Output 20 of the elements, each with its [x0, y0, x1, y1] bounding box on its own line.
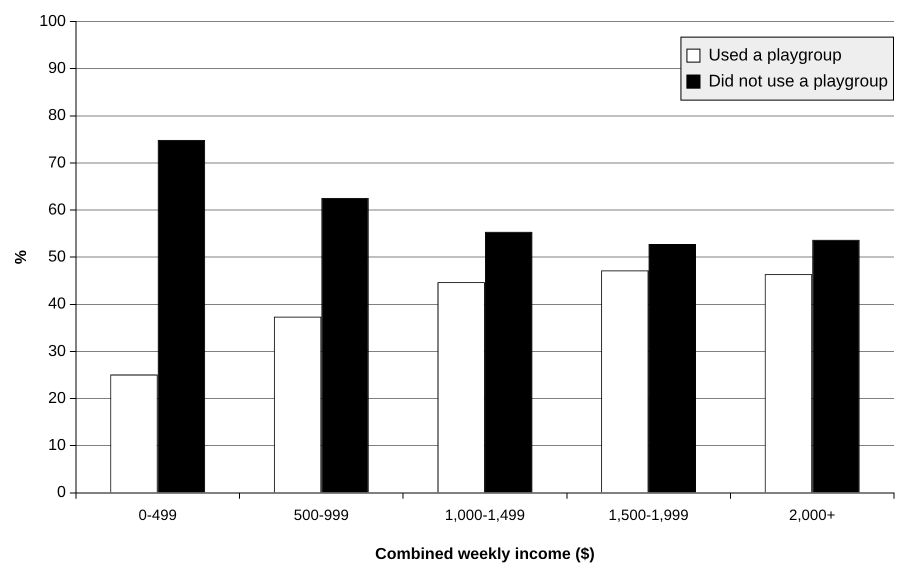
- x-axis-title: Combined weekly income ($): [375, 546, 595, 563]
- y-tick-label: 100: [39, 13, 66, 30]
- y-tick-label: 80: [48, 107, 66, 124]
- x-tick-label: 500-999: [294, 506, 349, 524]
- y-tick-label: 10: [48, 437, 66, 454]
- y-tick-label: 70: [48, 154, 66, 172]
- x-tick-label: 0-499: [138, 506, 177, 524]
- y-axis-title: %: [13, 250, 30, 264]
- y-tick-label: 60: [48, 201, 66, 218]
- y-tick-label: 20: [48, 390, 66, 407]
- x-tick-label: 2,000+: [789, 506, 836, 524]
- x-tick-label: 1,500-1,999: [608, 506, 689, 524]
- y-tick-label: 50: [48, 248, 66, 266]
- y-tick-label: 40: [48, 296, 66, 313]
- legend-label: Did not use a playgroup: [708, 71, 888, 90]
- y-tick-label: 90: [48, 60, 66, 78]
- legend-label: Used a playgroup: [708, 45, 842, 64]
- x-tick-label: 1,000-1,499: [444, 506, 525, 524]
- y-tick-label: 30: [48, 342, 66, 360]
- y-tick-label: 0: [56, 484, 66, 502]
